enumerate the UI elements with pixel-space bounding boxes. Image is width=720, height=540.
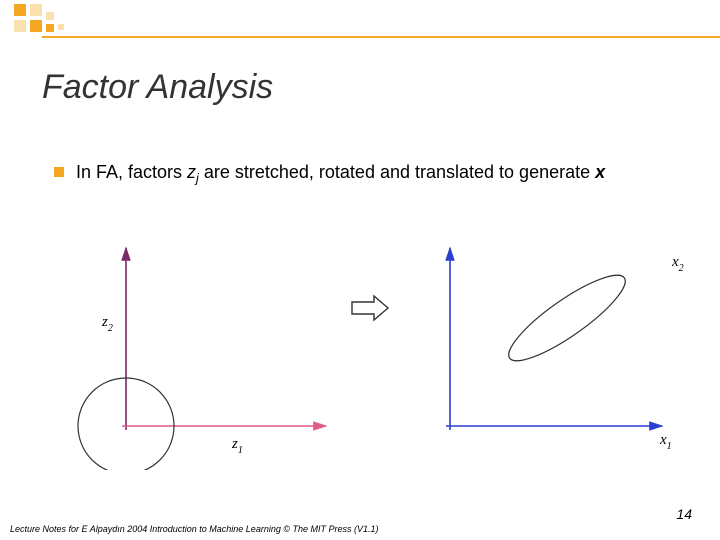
bullet-item: In FA, factors zj are stretched, rotated… (54, 160, 680, 188)
figure: z2 z1 x2 x1 (54, 240, 684, 470)
bullet-text: In FA, factors zj are stretched, rotated… (76, 160, 605, 188)
svg-text:x1: x1 (659, 432, 672, 452)
left-ylabel-sub: 2 (108, 323, 113, 334)
svg-text:z2: z2 (101, 314, 113, 334)
bullet-square-icon (54, 167, 64, 177)
footer-citation: Lecture Notes for E Alpaydın 2004 Introd… (10, 524, 379, 534)
svg-text:x2: x2 (671, 254, 684, 274)
right-xlabel-sub: 1 (667, 441, 672, 452)
bullet-var-z: z (187, 162, 196, 182)
right-ylabel-sub: 2 (679, 263, 684, 274)
bullet-text-pre: In FA, factors (76, 162, 187, 182)
right-plot: x2 x1 (446, 248, 684, 452)
bullet-text-mid: are stretched, rotated and translated to… (199, 162, 595, 182)
left-xlabel-sub: 1 (238, 445, 243, 456)
slide-top-decoration (0, 0, 720, 42)
slide-title: Factor Analysis (42, 68, 273, 107)
transform-arrow-icon (352, 296, 388, 320)
page-number: 14 (676, 506, 692, 522)
figure-svg: z2 z1 x2 x1 (54, 240, 684, 470)
left-plot: z2 z1 (78, 248, 326, 470)
svg-text:z1: z1 (231, 436, 243, 456)
bullet-var-x: x (595, 162, 605, 182)
